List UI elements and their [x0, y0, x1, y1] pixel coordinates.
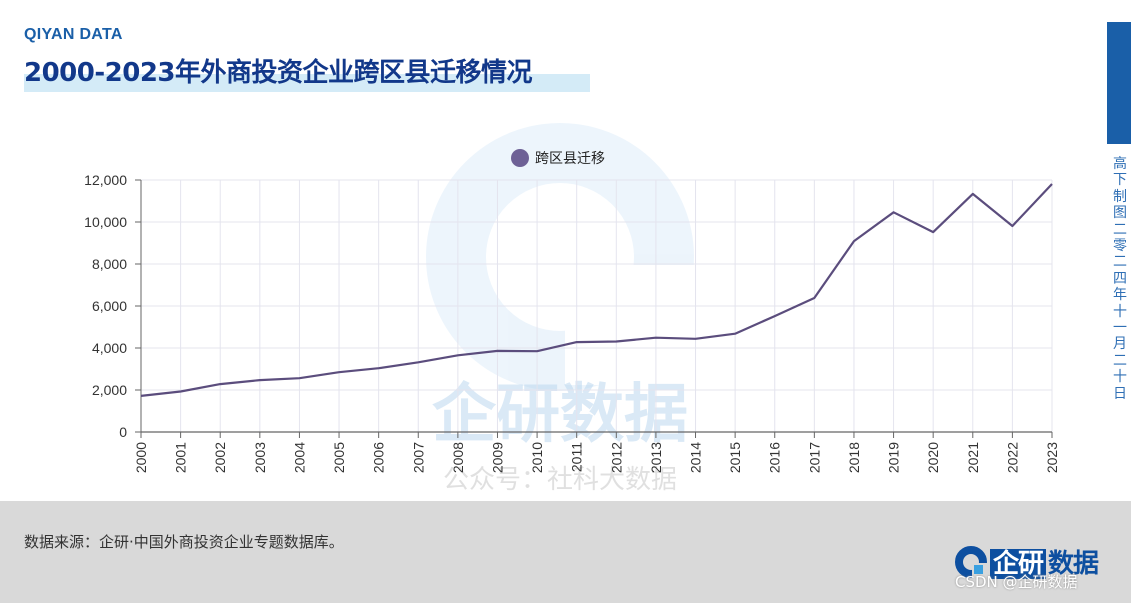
x-tick-label: 2011	[569, 442, 585, 472]
axes: 0 2,000 4,000 6,000 8,000 10,000 12,000 2000 200…	[84, 172, 1060, 473]
x-tick-label: 2004	[291, 442, 307, 473]
x-tick-label: 2005	[331, 442, 347, 473]
title-area: 2000-2023年外商投资企业跨区县迁移情况	[24, 52, 590, 92]
data-source-note: 数据来源：企研·中国外商投资企业专题数据库。	[24, 533, 344, 551]
y-tick-label: 2,000	[92, 382, 127, 398]
x-tick-label: 2023	[1044, 442, 1060, 473]
sidebar-accent-bar	[1107, 22, 1131, 144]
x-tick-label: 2009	[489, 442, 505, 473]
x-tick-label: 2003	[252, 442, 268, 473]
title-highlight	[24, 74, 590, 92]
x-tick-label: 2015	[727, 442, 743, 473]
x-tick-label: 2013	[648, 442, 664, 473]
data-point[interactable]	[455, 352, 461, 358]
legend[interactable]: 跨区县迁移	[511, 149, 605, 167]
y-tick-label: 12,000	[84, 172, 127, 188]
x-tick-label: 2017	[806, 442, 822, 473]
x-tick-label: 2016	[767, 442, 783, 473]
data-point[interactable]	[891, 209, 897, 215]
x-tick-label: 2014	[688, 442, 704, 473]
data-point[interactable]	[851, 238, 857, 244]
data-point[interactable]	[693, 336, 699, 342]
x-tick-label: 2000	[133, 442, 149, 473]
x-tick-label: 2010	[529, 442, 545, 473]
legend-label[interactable]: 跨区县迁移	[535, 151, 605, 167]
data-point[interactable]	[653, 335, 659, 341]
logo-text-box: 企研	[990, 549, 1047, 579]
company-logo: 企研 数据	[954, 543, 1099, 580]
y-tick-label: 6,000	[92, 298, 127, 314]
data-point[interactable]	[1049, 181, 1055, 187]
data-point[interactable]	[415, 359, 421, 365]
data-point[interactable]	[296, 375, 302, 381]
watermark-subtext: 公众号：社科大数据	[443, 465, 677, 495]
data-point[interactable]	[613, 338, 619, 344]
data-point[interactable]	[178, 388, 184, 394]
x-tick-label: 2001	[173, 442, 189, 473]
data-point[interactable]	[336, 369, 342, 375]
line-chart: 0 2,000 4,000 6,000 8,000 10,000 12,000 2000 200…	[84, 149, 1060, 473]
footer: 数据来源：企研·中国外商投资企业专题数据库。 企研 数据 CSDN @企研数据	[0, 501, 1131, 603]
data-point[interactable]	[574, 339, 580, 345]
legend-marker[interactable]	[511, 149, 529, 167]
chart-title: 2000-2023年外商投资企业跨区县迁移情况	[24, 58, 533, 88]
data-point[interactable]	[494, 348, 500, 354]
x-tick-label: 2007	[410, 442, 426, 473]
credit-text: CSDN @企研数据	[955, 573, 1078, 591]
data-point[interactable]	[376, 365, 382, 371]
data-point[interactable]	[534, 348, 540, 354]
data-point[interactable]	[772, 313, 778, 319]
logo-mark-icon	[955, 545, 988, 579]
side-note: 高下制图 二零二四年十一月二十日	[1113, 156, 1127, 402]
data-point[interactable]	[930, 229, 936, 235]
data-point[interactable]	[732, 331, 738, 337]
series-layer	[138, 181, 1055, 399]
data-point[interactable]	[257, 377, 263, 383]
x-tick-label: 2006	[371, 442, 387, 473]
watermark-logo-icon	[426, 123, 695, 391]
brand-label: QIYAN DATA	[24, 26, 123, 43]
data-point[interactable]	[138, 393, 144, 399]
x-tick-label: 2002	[212, 442, 228, 473]
x-tick-label: 2019	[886, 442, 902, 473]
data-point[interactable]	[970, 191, 976, 197]
logo-text-tail: 数据	[1048, 549, 1099, 579]
data-point[interactable]	[1009, 223, 1015, 229]
series-line[interactable]	[140, 183, 1053, 397]
data-point[interactable]	[217, 381, 223, 387]
y-tick-label: 8,000	[92, 256, 127, 272]
data-point[interactable]	[811, 295, 817, 301]
y-tick-label: 0	[119, 424, 127, 440]
y-tick-label: 4,000	[92, 340, 127, 356]
logo-text: 企研 数据	[990, 543, 1099, 580]
y-tick-label: 10,000	[84, 214, 127, 230]
x-tick-label: 2012	[608, 442, 624, 473]
grid	[141, 179, 1053, 432]
x-tick-label: 2008	[450, 442, 466, 473]
x-tick-label: 2022	[1004, 442, 1020, 473]
x-tick-label: 2020	[925, 442, 941, 473]
x-tick-label: 2018	[846, 442, 862, 473]
x-tick-label: 2021	[965, 442, 981, 473]
